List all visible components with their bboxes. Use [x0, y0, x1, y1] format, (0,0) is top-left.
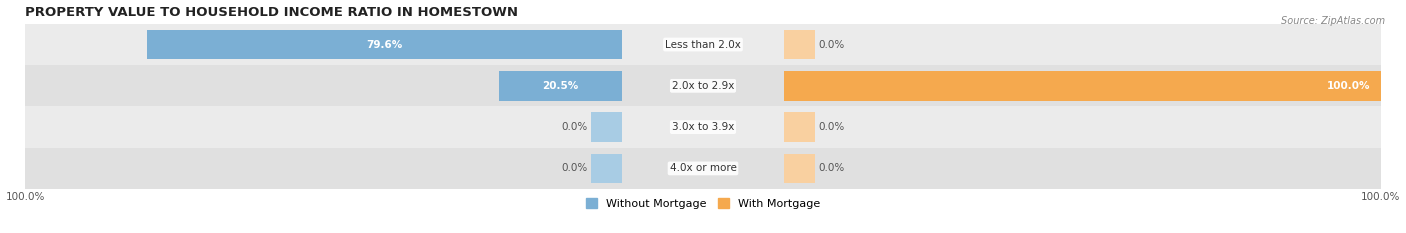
Text: 0.0%: 0.0% — [561, 163, 588, 173]
Bar — [25, 106, 1381, 148]
Bar — [785, 154, 815, 183]
Text: 0.0%: 0.0% — [818, 122, 845, 132]
Text: 0.0%: 0.0% — [561, 122, 588, 132]
Bar — [25, 148, 1381, 189]
Bar — [499, 71, 621, 101]
Text: 20.5%: 20.5% — [543, 81, 579, 91]
Bar — [591, 154, 621, 183]
Bar — [785, 71, 1381, 101]
Text: 100.0%: 100.0% — [1327, 81, 1371, 91]
Text: 4.0x or more: 4.0x or more — [669, 163, 737, 173]
Bar — [146, 30, 621, 59]
Bar — [785, 30, 815, 59]
Text: Source: ZipAtlas.com: Source: ZipAtlas.com — [1281, 16, 1385, 26]
Text: 0.0%: 0.0% — [818, 40, 845, 50]
Bar — [785, 112, 815, 142]
Bar — [25, 24, 1381, 65]
Legend: Without Mortgage, With Mortgage: Without Mortgage, With Mortgage — [582, 194, 824, 213]
Text: 2.0x to 2.9x: 2.0x to 2.9x — [672, 81, 734, 91]
Bar — [591, 112, 621, 142]
Text: 0.0%: 0.0% — [818, 163, 845, 173]
Bar — [25, 65, 1381, 106]
Text: Less than 2.0x: Less than 2.0x — [665, 40, 741, 50]
Text: PROPERTY VALUE TO HOUSEHOLD INCOME RATIO IN HOMESTOWN: PROPERTY VALUE TO HOUSEHOLD INCOME RATIO… — [25, 6, 519, 19]
Text: 79.6%: 79.6% — [366, 40, 402, 50]
Text: 3.0x to 3.9x: 3.0x to 3.9x — [672, 122, 734, 132]
